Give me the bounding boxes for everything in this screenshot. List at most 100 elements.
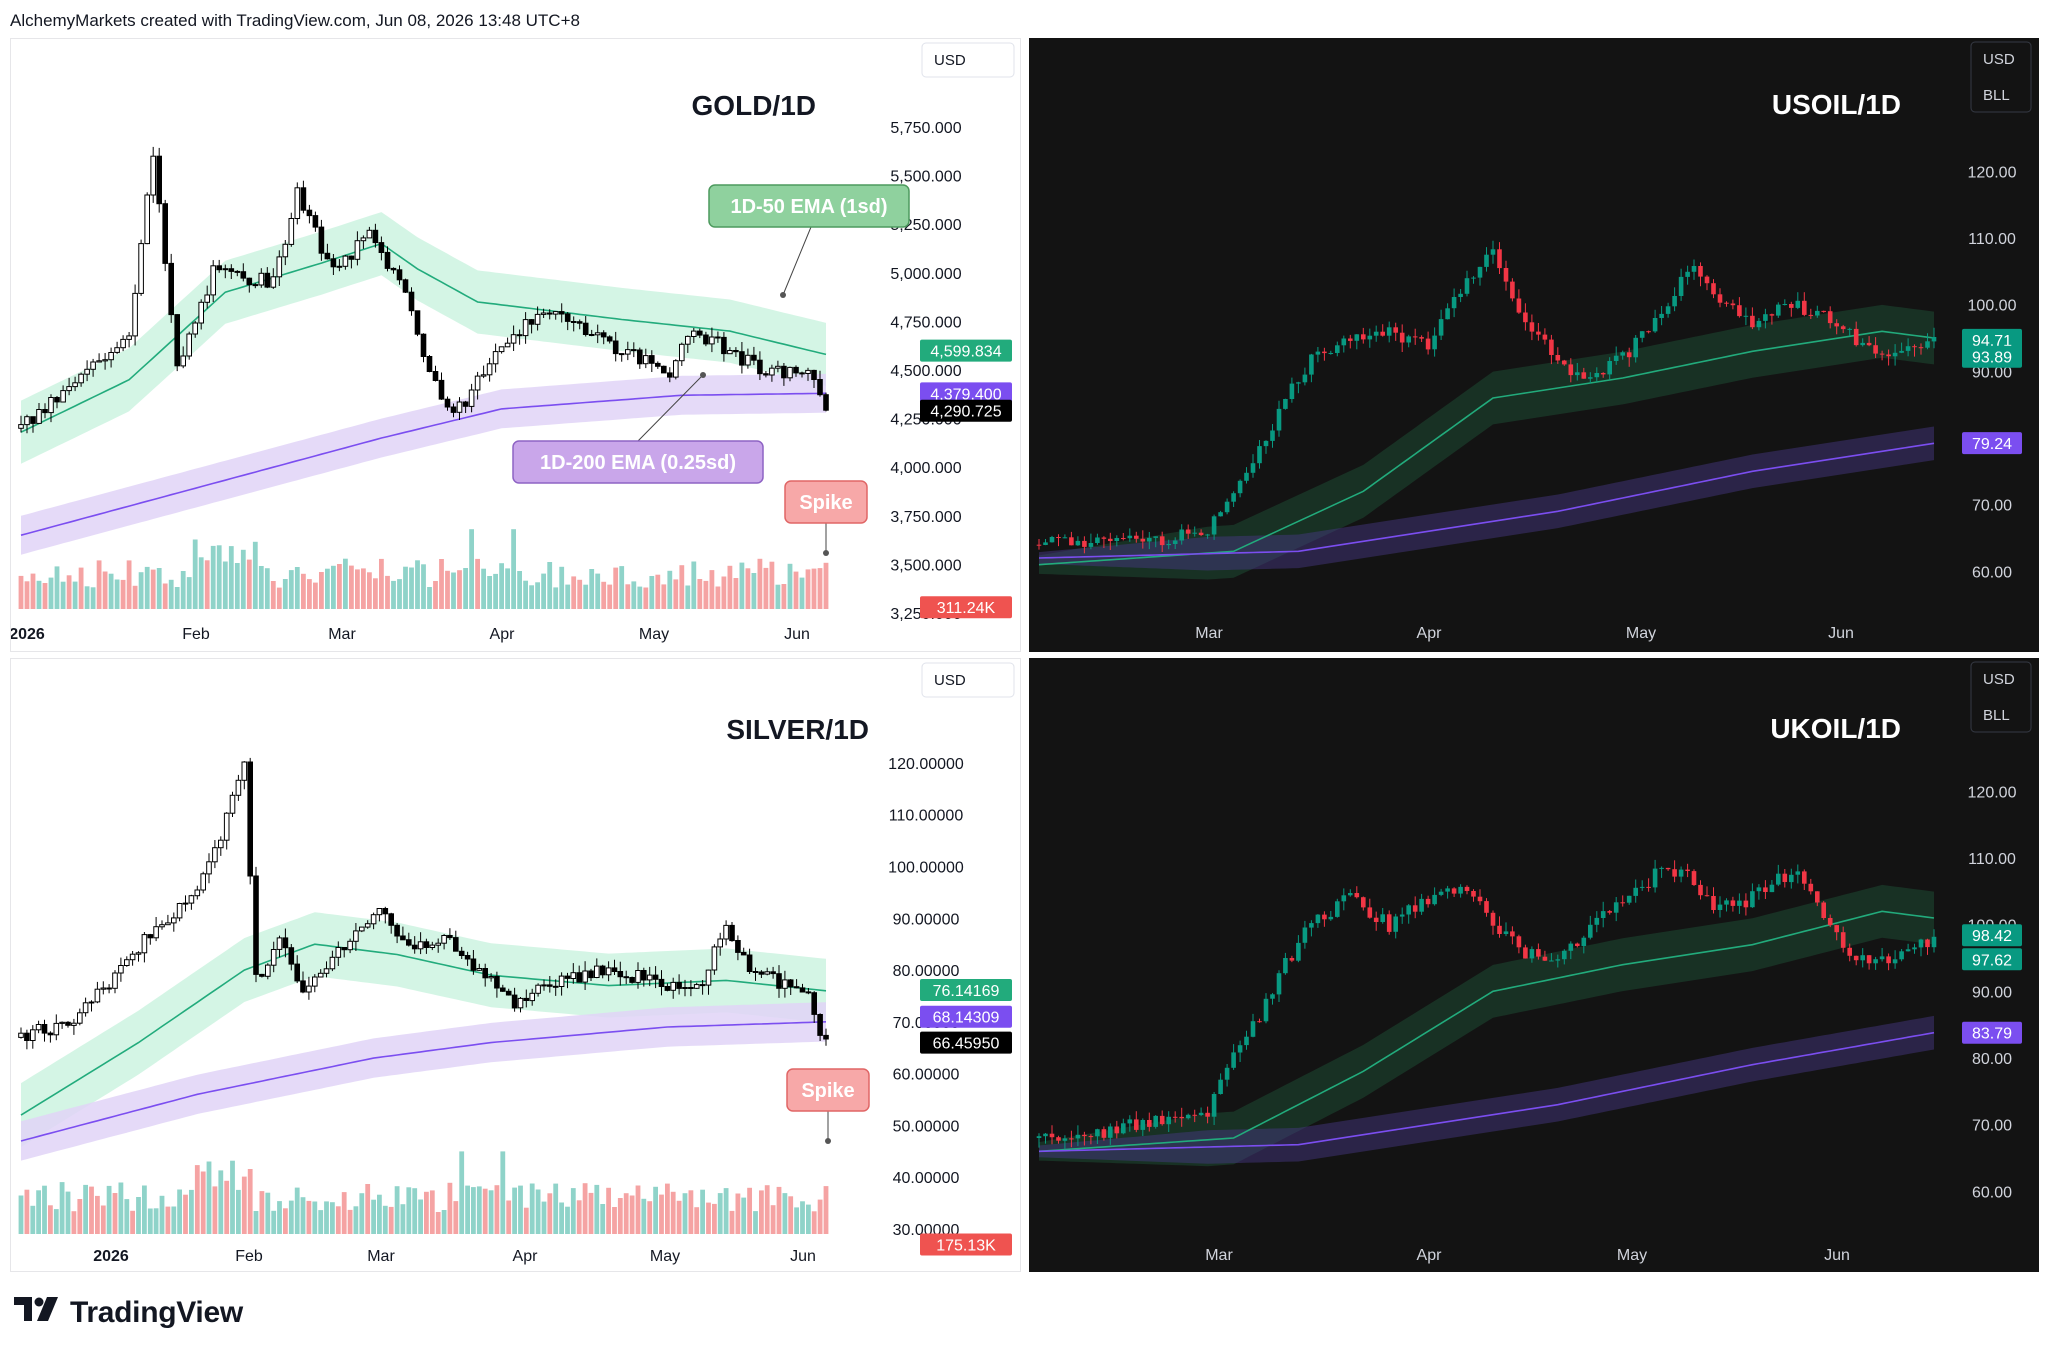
- usoil-chart-panel[interactable]: 120.00110.00100.0090.0080.0070.0060.00US…: [1029, 38, 2039, 652]
- ukoil-candle: [1510, 931, 1515, 937]
- ukoil-ytick-label: 90.00: [1972, 984, 2012, 1001]
- usoil-candle: [1925, 341, 1930, 348]
- silver-candle: [723, 924, 729, 940]
- silver-candle: [505, 990, 512, 996]
- ukoil-unit-label[interactable]: BLL: [1983, 707, 2010, 724]
- gold-candle: [570, 321, 577, 323]
- gold-volume-bar: [421, 564, 426, 609]
- usoil-unit-label[interactable]: BLL: [1983, 87, 2010, 104]
- gold-candle: [342, 255, 349, 267]
- ukoil-candle: [1613, 902, 1619, 913]
- gold-candle: [823, 394, 829, 411]
- gold-annotation-box[interactable]: [512, 440, 764, 484]
- gold-candle: [606, 336, 613, 342]
- usoil-candle: [1179, 529, 1184, 541]
- silver-volume-bar: [247, 1169, 253, 1234]
- silver-currency-box[interactable]: [921, 662, 1015, 698]
- gold-candle: [90, 361, 96, 370]
- gold-ytick-label: 3,750.000: [890, 509, 961, 526]
- gold-annotation-connector: [782, 226, 812, 296]
- silver-volume-bar: [418, 1199, 423, 1234]
- silver-xtick-label: Feb: [235, 1248, 263, 1265]
- footer-brand[interactable]: TradingView: [14, 1293, 243, 1333]
- gold-volume-bar: [204, 560, 210, 609]
- gold-candle: [198, 301, 204, 324]
- usoil-candle: [1393, 327, 1398, 333]
- gold-volume-bar: [222, 561, 228, 609]
- silver-candle: [182, 902, 189, 905]
- silver-ytick-label: 60.00000: [893, 1067, 960, 1084]
- gold-candle: [793, 366, 799, 374]
- silver-currency-label[interactable]: USD: [934, 672, 966, 689]
- gold-candle: [546, 312, 553, 315]
- silver-volume-bar: [206, 1161, 212, 1234]
- usoil-candle: [1847, 328, 1852, 330]
- gold-candle: [787, 366, 793, 379]
- silver-volume-bar: [817, 1199, 823, 1234]
- gold-candle: [360, 237, 367, 242]
- usoil-currency-box[interactable]: [1970, 41, 2032, 113]
- silver-candle: [147, 934, 154, 939]
- usoil-candle: [1354, 334, 1360, 341]
- gold-volume-bar: [565, 584, 571, 609]
- ukoil-candle: [1523, 947, 1528, 959]
- silver-annotation-box[interactable]: [786, 1068, 870, 1112]
- usoil-candle: [1438, 319, 1444, 336]
- ukoil-candle: [1289, 958, 1295, 961]
- gold-annotation-box[interactable]: [708, 184, 910, 228]
- silver-xtick-label: Jun: [790, 1248, 816, 1265]
- gold-volume-bar: [709, 570, 715, 609]
- ukoil-chart-panel[interactable]: 120.00110.00100.0090.0080.0070.0060.00US…: [1029, 658, 2039, 1272]
- silver-volume-bar: [629, 1195, 635, 1234]
- silver-candle: [558, 975, 565, 988]
- gold-volume-bar: [319, 572, 324, 609]
- silver-chart-panel[interactable]: 120.00000 110.00000 100.00000 90.00000 80.00…: [10, 658, 1021, 1272]
- silver-candle: [30, 1029, 36, 1041]
- ukoil-candle: [1737, 900, 1742, 906]
- ukoil-candle: [1471, 891, 1476, 897]
- gold-volume-bar: [355, 569, 360, 609]
- silver-volume-bar: [48, 1205, 53, 1234]
- gold-ema200-band: [21, 373, 826, 555]
- silver-volume-bar: [100, 1205, 106, 1234]
- silver-volume-bar: [700, 1189, 705, 1234]
- ukoil-candle: [1283, 958, 1288, 974]
- ukoil-xtick-label: Jun: [1824, 1247, 1850, 1264]
- silver-candle: [88, 1001, 95, 1004]
- ukoil-candle: [1296, 942, 1301, 961]
- ukoil-currency-box[interactable]: [1970, 661, 2032, 733]
- usoil-candle: [1931, 337, 1937, 342]
- usoil-currency-label[interactable]: USD: [1983, 51, 2015, 68]
- gold-candle: [468, 389, 475, 407]
- silver-price-label: 66.45950: [933, 1036, 1000, 1053]
- gold-volume-bar: [811, 568, 817, 609]
- gold-volume-bar: [427, 587, 432, 609]
- gold-candle: [420, 333, 427, 358]
- gold-volume-bar: [331, 565, 336, 609]
- silver-candle: [458, 950, 465, 956]
- gold-candle: [582, 322, 589, 336]
- ukoil-candle: [1451, 888, 1457, 894]
- gold-candle: [691, 330, 697, 338]
- ukoil-candle: [1594, 917, 1600, 925]
- ukoil-currency-label[interactable]: USD: [1983, 671, 2015, 688]
- silver-candle: [235, 779, 242, 796]
- gold-candle: [438, 379, 445, 400]
- ukoil-candle: [1153, 1115, 1158, 1127]
- gold-chart-panel[interactable]: 5,750.000 5,500.000 5,250.000 5,000.000 4,75…: [10, 38, 1021, 652]
- gold-candle: [114, 347, 120, 353]
- gold-volume-bar: [198, 557, 204, 609]
- gold-currency-box[interactable]: [921, 42, 1015, 78]
- gold-candle: [534, 313, 541, 325]
- gold-currency-label[interactable]: USD: [934, 52, 966, 69]
- gold-candle: [120, 338, 126, 349]
- usoil-price-label: 94.71: [1972, 333, 2012, 350]
- silver-candle: [65, 1021, 71, 1026]
- silver-candle: [529, 992, 536, 1002]
- usoil-candle: [1082, 540, 1087, 547]
- gold-volume-bar: [613, 567, 619, 609]
- silver-volume-bar: [665, 1183, 670, 1234]
- gold-annotation-box[interactable]: [784, 480, 868, 524]
- ukoil-xtick-label: Apr: [1417, 1247, 1443, 1264]
- silver-candle: [735, 940, 741, 953]
